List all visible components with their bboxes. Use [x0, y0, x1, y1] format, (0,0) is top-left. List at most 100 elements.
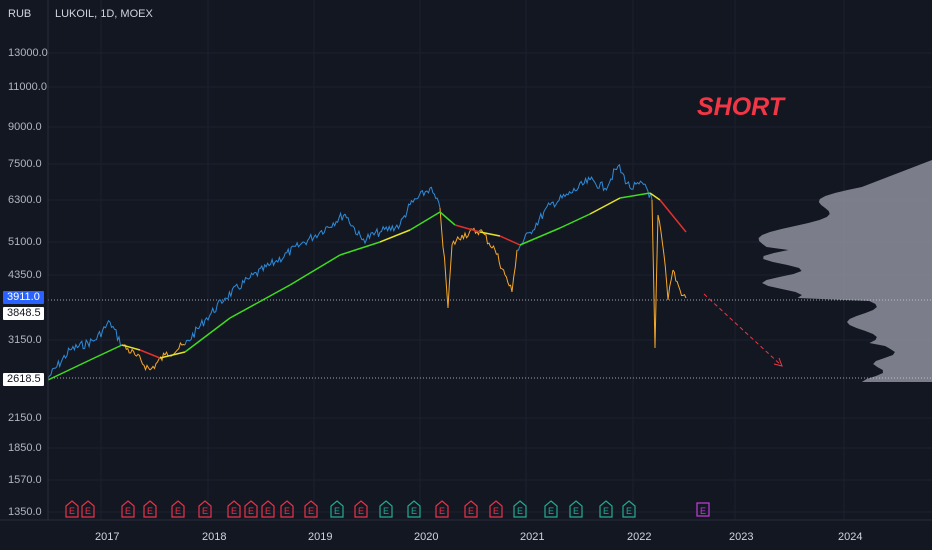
- earnings-marker[interactable]: E: [81, 500, 95, 518]
- ma-segment: [499, 235, 521, 246]
- earnings-badge-icon: E: [599, 500, 613, 518]
- price-tick: 1570.0: [8, 474, 42, 486]
- earnings-marker[interactable]: E: [489, 500, 503, 518]
- earnings-marker[interactable]: E: [171, 500, 185, 518]
- earnings-badge-text: E: [231, 506, 237, 516]
- earnings-marker[interactable]: E: [227, 500, 241, 518]
- earnings-badge-frame: [407, 500, 421, 518]
- earnings-marker[interactable]: E: [569, 500, 583, 518]
- earnings-marker[interactable]: E: [65, 500, 79, 518]
- earnings-marker[interactable]: E: [261, 500, 275, 518]
- price-tick: 7500.0: [8, 158, 42, 170]
- earnings-marker[interactable]: E: [198, 500, 212, 518]
- price-segment: [511, 249, 518, 293]
- earnings-badge-text: E: [85, 506, 91, 516]
- earnings-marker[interactable]: E: [304, 500, 318, 518]
- earnings-marker[interactable]: E: [696, 500, 710, 518]
- earnings-badge-text: E: [284, 506, 290, 516]
- earnings-marker[interactable]: E: [435, 500, 449, 518]
- earnings-marker[interactable]: E: [244, 500, 258, 518]
- ma-segment: [519, 227, 561, 246]
- price-segment: [204, 297, 226, 322]
- price-segment: [445, 279, 449, 309]
- earnings-marker[interactable]: E: [622, 500, 636, 518]
- earnings-badge-text: E: [175, 506, 181, 516]
- price-segment: [644, 183, 653, 201]
- earnings-badge-text: E: [439, 506, 445, 516]
- earnings-marker[interactable]: E: [330, 500, 344, 518]
- price-segment: [94, 319, 111, 341]
- earnings-badge-icon: E: [696, 502, 710, 517]
- earnings-marker[interactable]: E: [513, 500, 527, 518]
- price-segment: [344, 213, 363, 241]
- earnings-marker[interactable]: E: [464, 500, 478, 518]
- earnings-badge-icon: E: [330, 500, 344, 518]
- earnings-badge-icon: E: [227, 500, 241, 518]
- earnings-badge-text: E: [468, 506, 474, 516]
- earnings-badge-frame: [330, 500, 344, 518]
- earnings-marker[interactable]: E: [407, 500, 421, 518]
- ma-segment: [339, 241, 381, 256]
- price-segment: [657, 214, 665, 256]
- price-segment: [651, 199, 656, 349]
- price-segment: [672, 269, 681, 291]
- time-tick: 2017: [95, 531, 120, 543]
- price-tick: 4350.0: [8, 269, 42, 281]
- level-price-label: 3848.5: [3, 307, 44, 320]
- earnings-badge-icon: E: [143, 500, 157, 518]
- short-annotation[interactable]: SHORT: [697, 93, 785, 121]
- earnings-marker[interactable]: E: [599, 500, 613, 518]
- earnings-marker[interactable]: E: [354, 500, 368, 518]
- short-arrow[interactable]: [703, 293, 783, 367]
- ma-segment: [289, 254, 341, 286]
- price-segment: [447, 244, 453, 309]
- price-segment: [69, 338, 96, 352]
- price-segment: [134, 353, 151, 372]
- earnings-badge-text: E: [248, 506, 254, 516]
- earnings-badge-frame: [513, 500, 527, 518]
- low-price-label: 2618.5: [3, 373, 44, 386]
- ma-segment: [121, 344, 141, 351]
- price-segment: [549, 193, 569, 208]
- price-tick: 11000.0: [8, 81, 47, 93]
- price-segment: [439, 207, 447, 281]
- earnings-badge-icon: E: [379, 500, 393, 518]
- ma-segment: [409, 211, 441, 231]
- earnings-marker[interactable]: E: [121, 500, 135, 518]
- earnings-badge-icon: E: [261, 500, 275, 518]
- earnings-marker[interactable]: E: [280, 500, 294, 518]
- earnings-badge-frame: [464, 500, 478, 518]
- earnings-badge-frame: [354, 500, 368, 518]
- earnings-badge-text: E: [383, 506, 389, 516]
- price-tick: 6300.0: [8, 194, 42, 206]
- earnings-badge-text: E: [125, 506, 131, 516]
- price-segment: [361, 227, 381, 245]
- price-segment: [149, 352, 166, 371]
- price-segment: [249, 257, 276, 279]
- time-tick: 2018: [202, 531, 227, 543]
- price-tick: 9000.0: [8, 121, 42, 133]
- earnings-badge-icon: E: [65, 500, 79, 518]
- earnings-badge-icon: E: [544, 500, 558, 518]
- earnings-marker[interactable]: E: [379, 500, 393, 518]
- price-segment: [629, 180, 646, 190]
- earnings-marker[interactable]: E: [143, 500, 157, 518]
- earnings-badge-icon: E: [81, 500, 95, 518]
- earnings-marker[interactable]: E: [544, 500, 558, 518]
- price-series: [47, 163, 687, 379]
- earnings-badge-icon: E: [513, 500, 527, 518]
- earnings-badge-icon: E: [407, 500, 421, 518]
- ma-segment: [439, 211, 456, 226]
- price-segment: [654, 214, 659, 349]
- ma-segment: [47, 359, 91, 381]
- earnings-badge-icon: E: [464, 500, 478, 518]
- earnings-badge-frame: [280, 500, 294, 518]
- ma-segment: [379, 229, 411, 243]
- earnings-badge-text: E: [147, 506, 153, 516]
- earnings-badge-text: E: [334, 506, 340, 516]
- ma-segment: [619, 192, 651, 199]
- earnings-badge-frame: [171, 500, 185, 518]
- price-segment: [274, 241, 301, 264]
- chart-title[interactable]: LUKOIL, 1D, MOEX: [55, 8, 153, 20]
